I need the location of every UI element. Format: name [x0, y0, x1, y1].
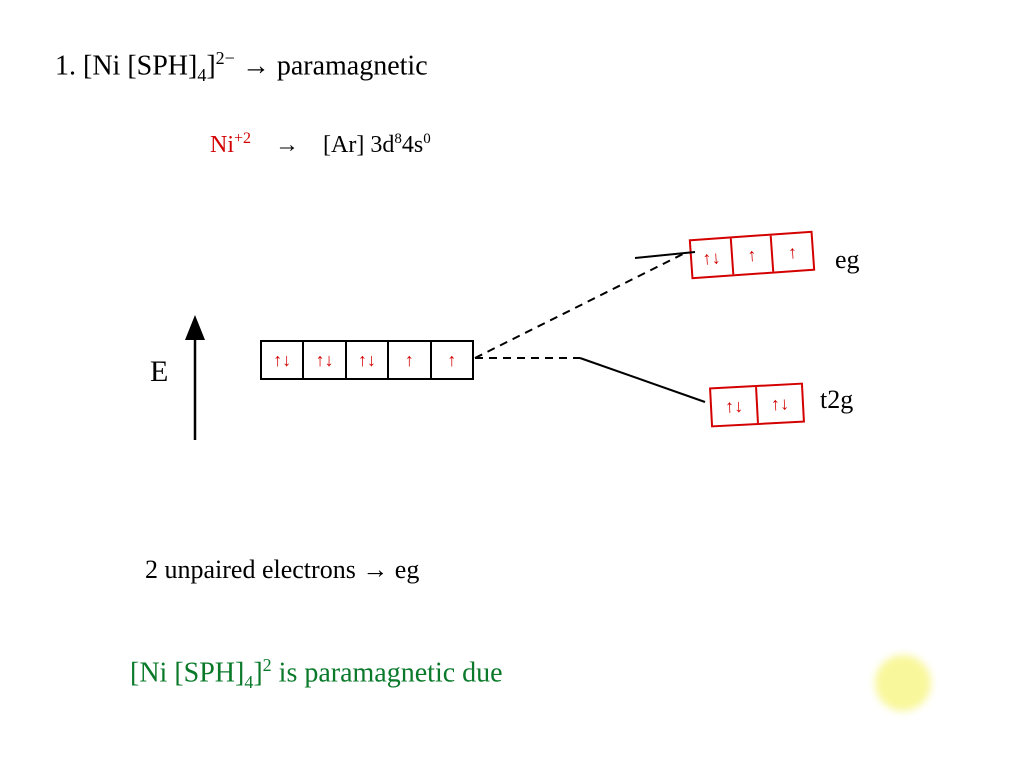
conclusion-sub4: 4	[244, 672, 253, 692]
unpaired-line: 2 unpaired electrons → eg	[145, 555, 419, 585]
config: [Ar] 3d84s0	[323, 132, 431, 158]
orbital-cell: ↑↓	[262, 342, 304, 378]
orbital-cell: ↑↓	[347, 342, 389, 378]
orbital-cell: ↑	[772, 233, 813, 272]
conclusion-sup2: 2	[263, 655, 272, 675]
config-4s: 4s	[402, 132, 423, 158]
line1-sup: 2−	[216, 48, 235, 68]
ni2-sup: +2	[234, 130, 251, 147]
config-ar3d: [Ar] 3d	[323, 132, 394, 158]
orbital-cell: ↑↓	[304, 342, 346, 378]
split-line-down	[580, 358, 705, 402]
canvas: 1. [Ni [SPH]4]2− → paramagnetic Ni+2 → […	[0, 0, 1024, 768]
orbital-cell: ↑	[731, 236, 774, 275]
orbital-t2g: ↑↓↑↓	[709, 383, 805, 428]
t2g-label: t2g	[820, 385, 853, 415]
ni2-arrow: →	[275, 132, 305, 158]
line1-arrow: → paramagnetic	[235, 50, 428, 81]
orbital-cell: ↑↓	[757, 385, 803, 423]
line1-part-a: 1. [Ni [SPH]	[55, 50, 197, 81]
orbital-eg: ↑↓↑↑	[689, 231, 815, 280]
line1-bracket: ]	[206, 50, 215, 81]
orbital-cell: ↑	[389, 342, 431, 378]
conclusion-b: ]	[253, 657, 262, 688]
ni2-label: Ni+2 → [Ar] 3d84s0	[210, 130, 431, 159]
line1: 1. [Ni [SPH]4]2− → paramagnetic	[55, 48, 428, 86]
conclusion-line: [Ni [SPH]4]2 is paramagnetic due	[130, 655, 503, 693]
energy-label: E	[150, 355, 168, 389]
orbital-cell: ↑↓	[691, 238, 734, 277]
ni2-ni: Ni	[210, 132, 234, 158]
highlight-blob	[875, 655, 931, 711]
eg-underline	[635, 252, 695, 258]
eg-label: eg	[835, 245, 860, 275]
config-sup0: 0	[423, 131, 431, 147]
line1-sub4: 4	[197, 65, 206, 85]
conclusion-c: is paramagnetic due	[272, 657, 503, 688]
ni2-text: Ni+2	[210, 132, 257, 158]
orbital-degenerate: ↑↓↑↓↑↓↑↑	[260, 340, 474, 380]
config-sup8: 8	[394, 131, 402, 147]
split-line-up	[475, 253, 685, 358]
orbital-cell: ↑	[432, 342, 472, 378]
conclusion-a: [Ni [SPH]	[130, 657, 244, 688]
orbital-cell: ↑↓	[711, 387, 759, 425]
